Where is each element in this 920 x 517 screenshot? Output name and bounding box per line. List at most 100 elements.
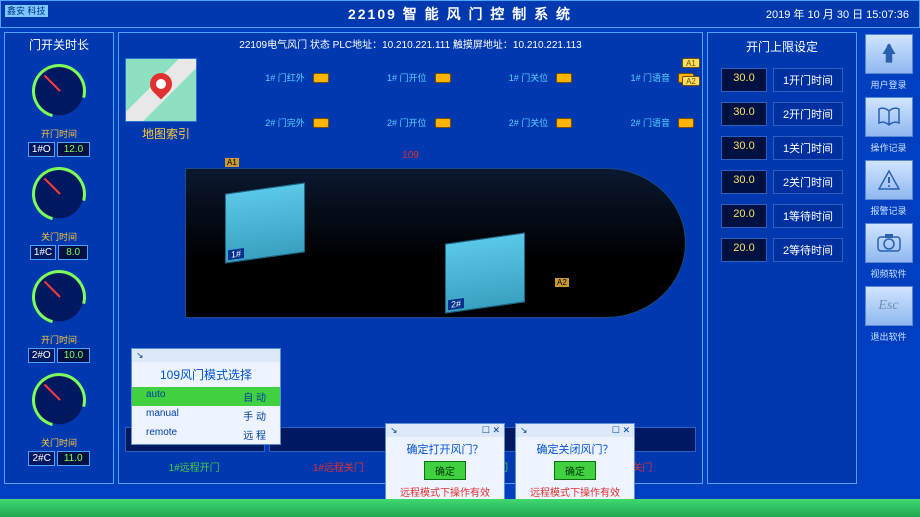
mode-option-remote[interactable]: remote 远 程	[132, 425, 280, 444]
led-label: 2# 门完外	[217, 116, 305, 129]
led-label: 2# 门语音	[582, 116, 670, 129]
setting-row-2: 30.0 2开门时间	[721, 102, 843, 126]
confirm-open-dialog[interactable]: ↘☐ ✕ 确定打开风门？ 确定 远程模式下操作有效	[385, 423, 505, 504]
led-label: 1# 门开位	[339, 71, 427, 84]
gauge-3: 开门时间 2#O 10.0	[28, 266, 90, 363]
record-icon[interactable]	[865, 97, 913, 137]
mode-cn: 自 动	[243, 389, 266, 404]
mode-select-dialog[interactable]: ↘ 109风门模式选择 auto 自 动 manual 手 动 remote 远…	[131, 348, 281, 445]
alarm-icon[interactable]	[865, 160, 913, 200]
gauge-label: 开门时间	[28, 333, 90, 346]
nav-icons: 用户登录 操作记录 报警记录 视频软件 Esc 退出软件	[861, 32, 916, 484]
gauge-dial-icon	[28, 163, 90, 225]
gauge-value: 10.0	[57, 348, 90, 363]
user-login-icon[interactable]	[865, 34, 913, 74]
plate-a2: A2	[555, 278, 569, 287]
setting-value[interactable]: 30.0	[721, 170, 767, 194]
datetime: 2019 年 10 月 30 日 15:07:36	[766, 6, 909, 22]
led-grid: 1# 门红外 1# 门开位 1# 门关位 1# 门语音 2# 门完外 2# 门开…	[217, 58, 696, 142]
mode-cn: 远 程	[243, 427, 266, 442]
setting-label: 1等待时间	[773, 204, 843, 228]
page-title: 22109 智 能 风 门 控 制 系 统	[348, 4, 572, 24]
gauge-2: 关门时间 1#C 8.0	[28, 163, 90, 260]
topbar: 鑫安 科技 22109 智 能 风 门 控 制 系 统 2019 年 10 月 …	[0, 0, 920, 28]
gauge-dial-icon	[28, 369, 90, 431]
led-indicator-icon	[435, 118, 451, 128]
gauge-dial-icon	[28, 60, 90, 122]
led-label: 2# 门开位	[339, 116, 427, 129]
video-icon[interactable]	[865, 223, 913, 263]
window-pin-icon: ↘	[136, 350, 144, 361]
gauge-tag: 1#C	[30, 245, 56, 260]
gauge-1: 开门时间 1#O 12.0	[28, 60, 90, 157]
led-indicator-icon	[313, 73, 329, 83]
setting-row-6: 20.0 2等待时间	[721, 238, 843, 262]
setting-row-3: 30.0 1关门时间	[721, 136, 843, 160]
badge-a1: A1	[682, 58, 700, 68]
setting-row-4: 30.0 2关门时间	[721, 170, 843, 194]
gauge-value: 11.0	[57, 451, 90, 466]
remote-btn-1[interactable]: 1#远程开门	[125, 454, 263, 479]
confirm-open-ok-button[interactable]: 确定	[424, 461, 466, 480]
setting-value[interactable]: 30.0	[721, 136, 767, 160]
exit-icon-label: 退出软件	[870, 330, 906, 343]
led-indicator-icon	[678, 118, 694, 128]
tunnel-code: 109	[402, 150, 419, 161]
mode-dialog-title: 109风门模式选择	[132, 366, 280, 383]
exit-icon[interactable]: Esc	[865, 286, 913, 326]
confirm-close-text: 确定关闭风门？	[516, 437, 634, 461]
led-indicator-icon	[435, 73, 451, 83]
setting-label: 2关门时间	[773, 170, 843, 194]
setting-label: 2开门时间	[773, 102, 843, 126]
setting-label: 1开门时间	[773, 68, 843, 92]
setting-value[interactable]: 30.0	[721, 68, 767, 92]
setting-row-1: 30.0 1开门时间	[721, 68, 843, 92]
video-icon-label: 视频软件	[870, 267, 906, 280]
led-indicator-icon	[556, 73, 572, 83]
tunnel-view: 109 A1 1# 2# A2 ↘ 109风门模式选择 auto 自 动 man…	[125, 148, 696, 421]
close-icon[interactable]: ☐ ✕	[612, 425, 630, 436]
gauge-value: 12.0	[57, 142, 90, 157]
mode-option-auto[interactable]: auto 自 动	[132, 387, 280, 406]
led-label: 2# 门关位	[461, 116, 549, 129]
setting-value[interactable]: 20.0	[721, 238, 767, 262]
mode-en: auto	[146, 389, 165, 404]
badge-a2: A2	[682, 76, 700, 86]
led-label: 1# 门关位	[461, 71, 549, 84]
mode-option-manual[interactable]: manual 手 动	[132, 406, 280, 425]
settings-header: 开门上限设定	[746, 35, 818, 58]
alarm-icon-label: 报警记录	[870, 204, 906, 217]
confirm-close-ok-button[interactable]: 确定	[554, 461, 596, 480]
led-indicator-icon	[556, 118, 572, 128]
gauge-label: 开门时间	[28, 127, 90, 140]
map-icon	[125, 58, 197, 122]
door-1[interactable]: 1#	[225, 182, 305, 263]
setting-label: 2等待时间	[773, 238, 843, 262]
gauge-label: 关门时间	[28, 436, 90, 449]
plate-a1: A1	[225, 158, 239, 167]
confirm-close-dialog[interactable]: ↘☐ ✕ 确定关闭风门？ 确定 远程模式下操作有效	[515, 423, 635, 504]
gauge-label: 关门时间	[28, 230, 90, 243]
door-2[interactable]: 2#	[445, 232, 525, 313]
gauge-panel: 门开关时长 开门时间 1#O 12.0 关门时间 1#C 8.0 开门时间 2#…	[4, 32, 114, 484]
mode-en: manual	[146, 408, 179, 423]
mode-en: remote	[146, 427, 177, 442]
map-index-button[interactable]: 地图索引	[125, 58, 207, 142]
close-icon[interactable]: ☐ ✕	[482, 425, 500, 436]
confirm-open-text: 确定打开风门？	[386, 437, 504, 461]
setting-label: 1关门时间	[773, 136, 843, 160]
setting-value[interactable]: 20.0	[721, 204, 767, 228]
footer-bar	[0, 499, 920, 517]
settings-panel: 开门上限设定 30.0 1开门时间 30.0 2开门时间 30.0 1关门时间 …	[707, 32, 857, 484]
center-header: 22109电气风门 状态 PLC地址：10.210.221.111 触摸屏地址：…	[119, 33, 702, 54]
led-label: 1# 门语音	[582, 71, 670, 84]
logo-badge: 鑫安 科技	[5, 5, 48, 17]
led-indicator-icon	[313, 118, 329, 128]
gauge-tag: 2#C	[28, 451, 54, 466]
user-login-icon-label: 用户登录	[870, 78, 906, 91]
record-icon-label: 操作记录	[870, 141, 906, 154]
setting-value[interactable]: 30.0	[721, 102, 767, 126]
setting-row-5: 20.0 1等待时间	[721, 204, 843, 228]
gauge-tag: 1#O	[28, 142, 55, 157]
mode-cn: 手 动	[243, 408, 266, 423]
